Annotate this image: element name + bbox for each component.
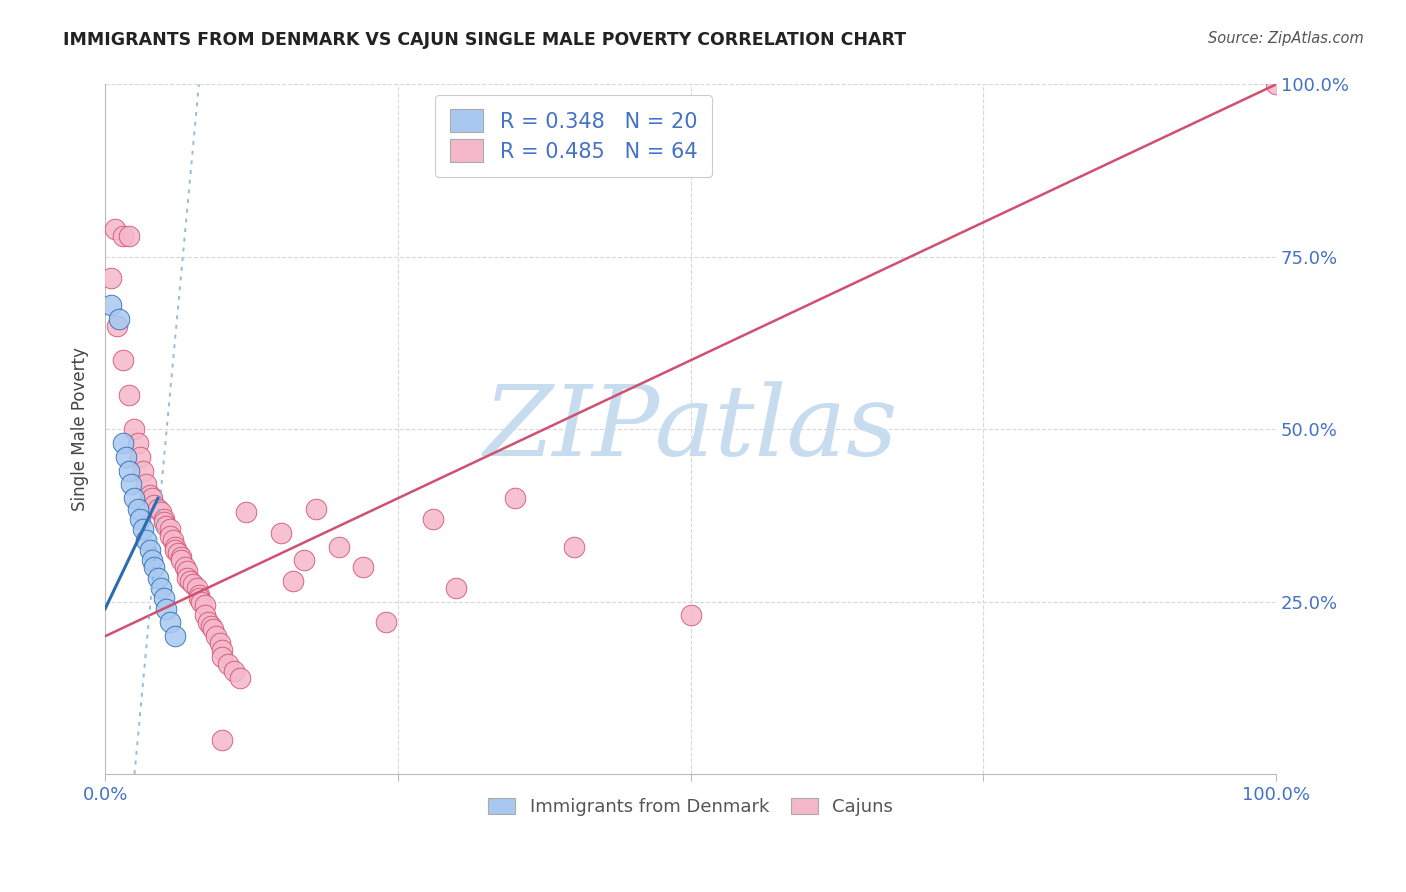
Point [176, 564, 198, 578]
Point [201, 622, 224, 636]
Point [115, 450, 138, 464]
Point [165, 629, 187, 643]
Point [165, 540, 187, 554]
Point [111, 436, 134, 450]
Point [143, 498, 166, 512]
Point [129, 450, 152, 464]
Point [146, 501, 169, 516]
Point [1265, 78, 1288, 92]
Point [117, 388, 139, 402]
Point [138, 488, 160, 502]
Point [173, 560, 195, 574]
Point [150, 581, 173, 595]
Point [100, 270, 122, 285]
Point [146, 570, 169, 584]
Point [150, 505, 173, 519]
Point [229, 671, 252, 685]
Legend: Immigrants from Denmark, Cajuns: Immigrants from Denmark, Cajuns [481, 791, 900, 823]
Point [159, 522, 181, 536]
Point [135, 533, 157, 547]
Point [375, 615, 398, 630]
Point [352, 560, 374, 574]
Point [111, 229, 134, 244]
Point [194, 608, 217, 623]
Point [131, 522, 153, 536]
Point [111, 353, 134, 368]
Point [422, 512, 444, 526]
Point [162, 533, 184, 547]
Point [197, 615, 219, 630]
Point [270, 525, 292, 540]
Point [117, 464, 139, 478]
Point [211, 649, 233, 664]
Point [120, 477, 142, 491]
Point [186, 581, 208, 595]
Point [152, 516, 174, 530]
Point [124, 491, 146, 506]
Point [190, 595, 212, 609]
Point [170, 553, 193, 567]
Point [194, 598, 217, 612]
Point [222, 664, 245, 678]
Point [503, 491, 526, 506]
Point [179, 574, 201, 588]
Point [562, 540, 585, 554]
Point [155, 519, 177, 533]
Point [446, 581, 468, 595]
Point [100, 298, 122, 312]
Point [679, 608, 702, 623]
Point [205, 629, 228, 643]
Point [141, 491, 163, 506]
Point [181, 577, 204, 591]
Point [159, 529, 181, 543]
Text: Source: ZipAtlas.com: Source: ZipAtlas.com [1208, 31, 1364, 46]
Point [217, 657, 239, 671]
Point [328, 540, 350, 554]
Point [105, 318, 128, 333]
Text: IMMIGRANTS FROM DENMARK VS CAJUN SINGLE MALE POVERTY CORRELATION CHART: IMMIGRANTS FROM DENMARK VS CAJUN SINGLE … [63, 31, 907, 49]
Point [108, 312, 131, 326]
Point [187, 588, 209, 602]
Point [208, 636, 231, 650]
Point [166, 546, 188, 560]
Point [103, 222, 125, 236]
Point [176, 570, 198, 584]
Point [235, 505, 257, 519]
Point [152, 512, 174, 526]
Point [141, 553, 163, 567]
Point [131, 464, 153, 478]
Point [155, 601, 177, 615]
Point [292, 553, 315, 567]
Y-axis label: Single Male Poverty: Single Male Poverty [72, 347, 89, 511]
Point [170, 549, 193, 564]
Point [117, 229, 139, 244]
Point [281, 574, 304, 588]
Point [200, 619, 222, 633]
Point [127, 436, 149, 450]
Point [143, 560, 166, 574]
Point [129, 512, 152, 526]
Point [159, 615, 181, 630]
Point [187, 591, 209, 606]
Point [305, 501, 328, 516]
Point [127, 501, 149, 516]
Point [135, 477, 157, 491]
Point [165, 543, 187, 558]
Point [138, 543, 160, 558]
Point [211, 643, 233, 657]
Point [211, 732, 233, 747]
Point [152, 591, 174, 606]
Text: ZIPatlas: ZIPatlas [484, 382, 898, 477]
Point [124, 422, 146, 436]
